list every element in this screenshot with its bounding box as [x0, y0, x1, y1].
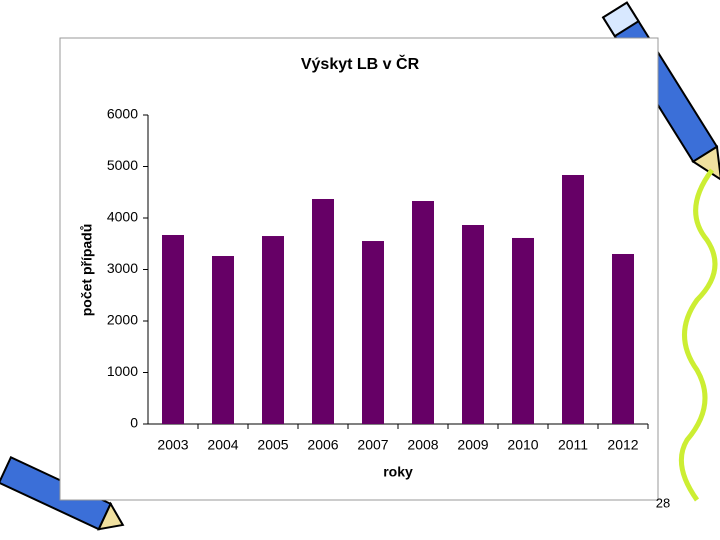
x-tick-label: 2008 — [407, 437, 438, 453]
y-tick-label: 5000 — [107, 157, 138, 173]
page-number: 28 — [656, 495, 670, 510]
y-tick-label: 4000 — [107, 209, 138, 225]
x-tick-label: 2004 — [207, 437, 238, 453]
x-tick-label: 2007 — [357, 437, 388, 453]
chart-area — [59, 37, 659, 501]
y-tick-label: 6000 — [107, 106, 138, 122]
y-tick-label: 2000 — [107, 312, 138, 328]
y-tick-label: 1000 — [107, 363, 138, 379]
x-axis-label: roky — [383, 464, 413, 480]
bar — [162, 234, 184, 424]
x-tick-label: 2011 — [558, 437, 588, 453]
x-tick-label: 2012 — [607, 437, 638, 453]
bar — [312, 198, 334, 424]
bar — [412, 201, 434, 424]
x-tick-label: 2005 — [257, 437, 288, 453]
x-tick-label: 2003 — [157, 437, 188, 453]
bar — [262, 236, 284, 424]
chart-title: Výskyt LB v ČR — [301, 54, 420, 73]
bar — [512, 237, 534, 424]
y-tick-label: 3000 — [107, 260, 138, 276]
x-tick-label: 2009 — [457, 437, 488, 453]
x-tick-label: 2010 — [507, 437, 538, 453]
bar — [462, 225, 484, 424]
bar — [612, 253, 634, 424]
x-tick-label: 2006 — [307, 437, 338, 453]
bar — [212, 256, 234, 424]
y-tick-label: 0 — [130, 415, 138, 431]
bar — [362, 241, 384, 424]
y-axis-label: počet případů — [79, 224, 95, 317]
bar — [562, 174, 584, 424]
